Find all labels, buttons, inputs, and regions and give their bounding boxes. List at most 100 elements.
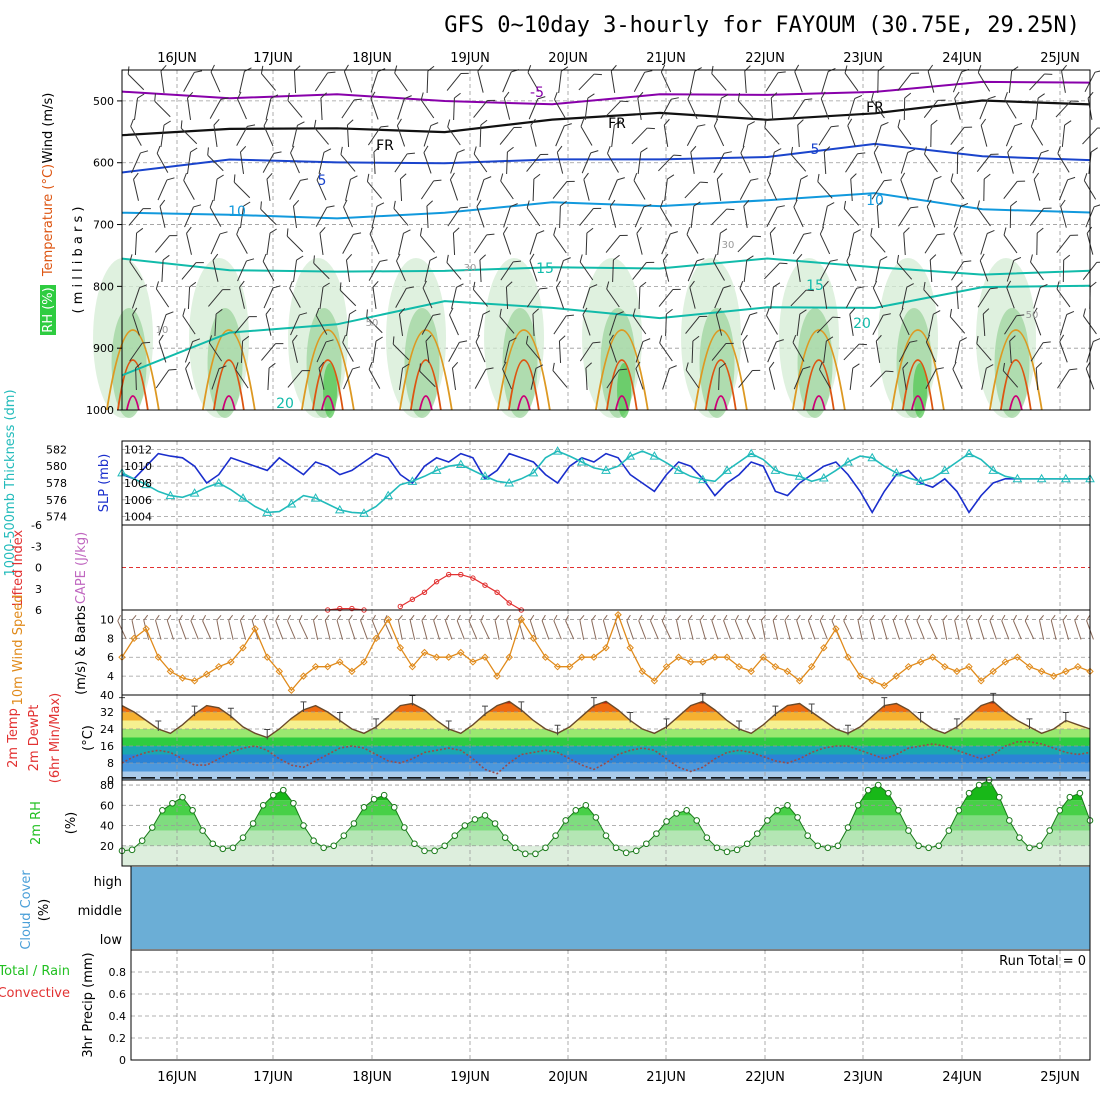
wind-barb-shaft (1032, 314, 1042, 336)
wind-barb (315, 205, 335, 227)
wind-barb-shaft (396, 260, 406, 282)
wind-barb-flag (942, 614, 948, 621)
wind-barb-flag (1057, 146, 1061, 154)
wind-barb-flag (740, 145, 745, 154)
wind-barb (208, 289, 231, 307)
wind-barb (528, 96, 546, 120)
wind-barb-shaft (526, 154, 541, 172)
wind-barb (580, 118, 593, 146)
wind-barb (505, 281, 513, 310)
wind-barb (552, 362, 568, 388)
wind-barb (817, 173, 833, 199)
wind-barb (396, 253, 406, 282)
wind-barb (1009, 200, 1018, 229)
wind-barb-shaft (710, 208, 728, 226)
wind-barb-shaft (476, 179, 485, 201)
wind-barb-shaft (287, 100, 303, 118)
wind-barb (690, 201, 701, 228)
wind-barb (449, 172, 459, 201)
axis-label: (%) (37, 899, 52, 922)
wind-barb-shaft (237, 260, 247, 282)
wind-barb-shaft (1004, 99, 1017, 119)
wind-barb (662, 253, 670, 282)
wind-barb-shaft (263, 287, 274, 309)
wind-barb-flag (506, 614, 512, 621)
rh-marker (814, 842, 822, 850)
series-line-2m-dewpt (121, 741, 1091, 775)
wind-barb-shaft (131, 152, 141, 174)
wind-barb-shaft (1061, 71, 1066, 93)
wind-barb (526, 153, 549, 172)
wind-barb-flag (460, 72, 469, 74)
wind-barb-flag (954, 91, 960, 99)
wind-barb-flag (370, 91, 376, 99)
wind-barb-flag (366, 173, 370, 182)
panel-frame-upper-air (121, 69, 1091, 411)
wind-barb-flag (737, 92, 741, 101)
axis-label: CAPE (J/kg) (74, 532, 89, 604)
wind-barb (769, 226, 776, 255)
wind-barb-flag (299, 312, 308, 316)
wind-barb (981, 364, 994, 390)
rh-marker (209, 840, 217, 848)
wind-barb-shaft (843, 343, 860, 361)
wind-barb-flag (530, 118, 536, 126)
thickness-marker (915, 476, 926, 485)
wind-barb (636, 226, 643, 255)
wind-barb-flag (830, 259, 838, 262)
wind-barb (346, 119, 354, 148)
thickness-marker (1012, 473, 1023, 483)
wind-barb-flag (190, 614, 195, 621)
wind-barb-10m (421, 614, 428, 640)
wind-barb-shaft (1060, 206, 1067, 228)
wind-barb-flag (419, 363, 421, 372)
wind-barb (875, 334, 882, 363)
wind-barb-flag (212, 253, 219, 261)
wind-barb-flag (406, 286, 415, 289)
rh-marker (1066, 793, 1074, 801)
wind-speed-marker (457, 648, 465, 657)
wind-barb (130, 118, 142, 146)
wind-barb-flag (770, 92, 778, 99)
wind-barb-flag (642, 338, 651, 343)
wind-barb-shaft (954, 98, 961, 120)
axis-label-temperature: Temperature (°C) (41, 164, 56, 277)
wind-barb-flag (593, 207, 602, 209)
isotherm-warm (409, 359, 442, 411)
wind-barb (1036, 227, 1044, 256)
wind-barb-flag (720, 228, 728, 234)
wind-barb-shaft (530, 125, 537, 147)
thickness-marker (673, 465, 684, 474)
wind-barb-shaft (977, 207, 991, 227)
wind-barb-flag (480, 119, 488, 126)
wind-speed-marker (892, 672, 901, 680)
wind-barb (181, 262, 204, 280)
wind-barb (156, 145, 169, 173)
wind-barb (686, 226, 699, 254)
rh-marker (643, 840, 650, 848)
wind-barb-flag (777, 205, 785, 208)
contour-label: 10 (228, 204, 246, 220)
wind-barb-flag (936, 367, 944, 370)
wind-speed-marker (360, 658, 368, 666)
wind-barb-flag (876, 200, 884, 207)
wind-barb-shaft (324, 620, 331, 640)
wind-barb-shaft (819, 233, 831, 255)
wind-barb (847, 94, 863, 120)
isotherm-warm (105, 329, 160, 411)
wind-barb-shaft (289, 180, 301, 200)
wind-barb-shaft (556, 260, 564, 282)
wind-barb-flag (346, 253, 353, 261)
wind-barb-shaft (607, 153, 619, 173)
wind-barb (689, 67, 702, 93)
wind-barb-flag (399, 307, 406, 315)
rh-band (122, 815, 1090, 831)
date-label-top: 17JUN (253, 51, 293, 66)
thickness-marker (891, 467, 902, 477)
wind-barb-shaft (822, 287, 828, 309)
wind-barb-flag (933, 310, 941, 315)
tick-label: 0.4 (109, 1010, 127, 1023)
wind-barb-shaft (135, 367, 137, 391)
wind-barb (371, 202, 385, 228)
wind-barb (847, 118, 856, 147)
